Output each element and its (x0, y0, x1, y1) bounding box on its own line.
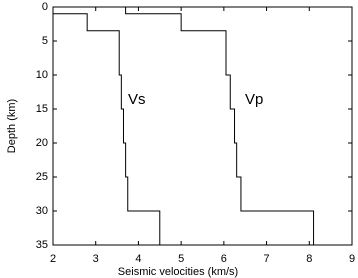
series-label: Vs (128, 91, 146, 108)
series-label: Vp (245, 91, 263, 108)
y-tick-label: 15 (36, 103, 48, 115)
y-tick-label: 25 (36, 171, 48, 183)
velocity-line (125, 7, 315, 245)
y-tick-label: 5 (42, 35, 48, 47)
y-tick-label: 30 (36, 205, 48, 217)
y-tick-label: 20 (36, 137, 48, 149)
y-tick-label: 0 (42, 1, 48, 13)
x-tick-label: 8 (306, 253, 312, 265)
x-tick-label: 2 (50, 253, 56, 265)
x-axis-label: Seismic velocities (km/s) (118, 266, 238, 278)
y-tick-label: 35 (36, 239, 48, 251)
x-tick-label: 5 (178, 253, 184, 265)
x-tick-label: 6 (221, 253, 227, 265)
velocity-line (52, 7, 161, 245)
plot-frame (52, 6, 353, 246)
x-tick-label: 7 (264, 253, 270, 265)
y-tick-label: 10 (36, 69, 48, 81)
x-tick-label: 3 (93, 253, 99, 265)
y-axis-label: Depth (km) (6, 99, 18, 153)
x-tick-label: 4 (135, 253, 141, 265)
x-tick-label: 9 (349, 253, 355, 265)
